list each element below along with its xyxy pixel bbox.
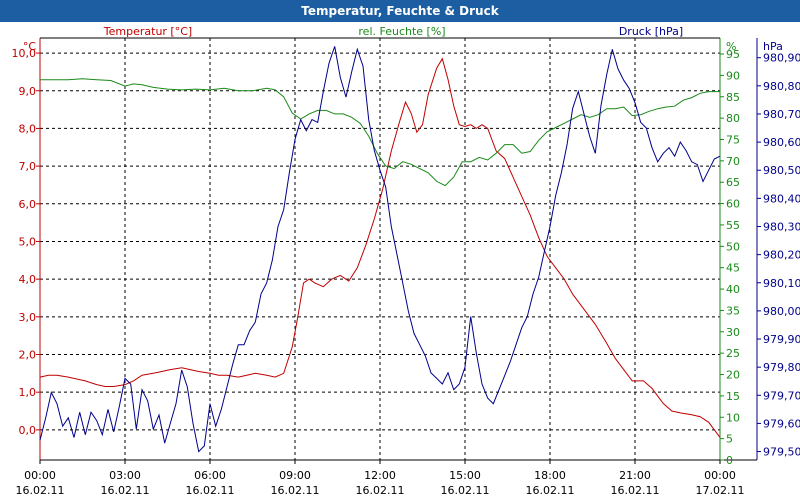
- tick-label-humidity: 50: [726, 240, 740, 253]
- tick-label-temperature: 9,0: [19, 85, 37, 98]
- tick-label-pressure: 980,90: [763, 52, 800, 65]
- tick-label-pressure: 980,60: [763, 136, 800, 149]
- tick-label-time: 03:00: [109, 469, 141, 482]
- tick-label-humidity: 45: [726, 262, 740, 275]
- axis-label-temperature: Temperatur [°C]: [103, 25, 192, 38]
- tick-label-humidity: 90: [726, 69, 740, 82]
- tick-label-date: 16.02.11: [611, 484, 660, 497]
- tick-label-temperature: 1,0: [19, 386, 37, 399]
- axis-unit-humidity: %: [726, 40, 736, 53]
- series-line-temperature: [39, 57, 721, 438]
- tick-label-temperature: 5,0: [19, 235, 37, 248]
- axis-unit-temperature: °C: [23, 40, 37, 53]
- tick-label-pressure: 980,50: [763, 164, 800, 177]
- axis-unit-pressure: hPa: [763, 40, 783, 53]
- tick-label-date: 16.02.11: [441, 484, 490, 497]
- tick-label-pressure: 980,20: [763, 249, 800, 262]
- tick-label-date: 16.02.11: [356, 484, 405, 497]
- tick-label-humidity: 5: [726, 433, 733, 446]
- tick-label-humidity: 55: [726, 219, 740, 232]
- tick-label-humidity: 25: [726, 347, 740, 360]
- tick-label-temperature: 3,0: [19, 311, 37, 324]
- tick-label-temperature: 10,0: [12, 47, 37, 60]
- tick-label-humidity: 40: [726, 283, 740, 296]
- tick-label-date: 16.02.11: [186, 484, 235, 497]
- axis-label-humidity: rel. Feuchte [%]: [358, 25, 445, 38]
- axis-label-pressure: Druck [hPa]: [619, 25, 683, 38]
- tick-label-temperature: 6,0: [19, 198, 37, 211]
- tick-label-pressure: 980,80: [763, 80, 800, 93]
- tick-label-temperature: 8,0: [19, 122, 37, 135]
- tick-label-pressure: 980,40: [763, 192, 800, 205]
- tick-label-date: 16.02.11: [526, 484, 575, 497]
- tick-label-time: 15:00: [449, 469, 481, 482]
- tick-label-pressure: 979,50: [763, 446, 800, 459]
- tick-label-temperature: 0,0: [19, 424, 37, 437]
- tick-label-humidity: 95: [726, 48, 740, 61]
- tick-label-humidity: 20: [726, 369, 740, 382]
- tick-label-pressure: 980,00: [763, 305, 800, 318]
- tick-label-temperature: 2,0: [19, 349, 37, 362]
- tick-label-humidity: 80: [726, 112, 740, 125]
- tick-label-humidity: 85: [726, 91, 740, 104]
- tick-label-pressure: 979,80: [763, 361, 800, 374]
- tick-label-time: 09:00: [279, 469, 311, 482]
- tick-label-date: 16.02.11: [101, 484, 150, 497]
- tick-label-temperature: 7,0: [19, 160, 37, 173]
- tick-label-humidity: 70: [726, 155, 740, 168]
- tick-label-humidity: 10: [726, 411, 740, 424]
- tick-label-pressure: 980,70: [763, 108, 800, 121]
- tick-label-pressure: 980,30: [763, 220, 800, 233]
- tick-label-temperature: 4,0: [19, 273, 37, 286]
- tick-label-time: 12:00: [364, 469, 396, 482]
- tick-label-humidity: 35: [726, 304, 740, 317]
- tick-label-time: 00:00: [704, 469, 736, 482]
- tick-label-date: 16.02.11: [16, 484, 65, 497]
- tick-label-humidity: 75: [726, 133, 740, 146]
- tick-label-humidity: 60: [726, 198, 740, 211]
- tick-label-humidity: 15: [726, 390, 740, 403]
- tick-label-humidity: 65: [726, 176, 740, 189]
- tick-label-pressure: 979,70: [763, 389, 800, 402]
- tick-label-date: 17.02.11: [696, 484, 745, 497]
- tick-label-time: 06:00: [194, 469, 226, 482]
- tick-label-humidity: 0: [726, 454, 733, 467]
- tick-label-humidity: 30: [726, 326, 740, 339]
- tick-label-pressure: 979,90: [763, 333, 800, 346]
- tick-label-time: 21:00: [619, 469, 651, 482]
- tick-label-pressure: 979,60: [763, 417, 800, 430]
- tick-label-date: 16.02.11: [271, 484, 320, 497]
- chart-title: Temperatur, Feuchte & Druck: [0, 0, 800, 22]
- tick-label-pressure: 980,10: [763, 277, 800, 290]
- tick-label-time: 00:00: [24, 469, 56, 482]
- series-line-pressure: [39, 46, 721, 453]
- series-line-humidity: [40, 78, 720, 187]
- tick-label-time: 18:00: [534, 469, 566, 482]
